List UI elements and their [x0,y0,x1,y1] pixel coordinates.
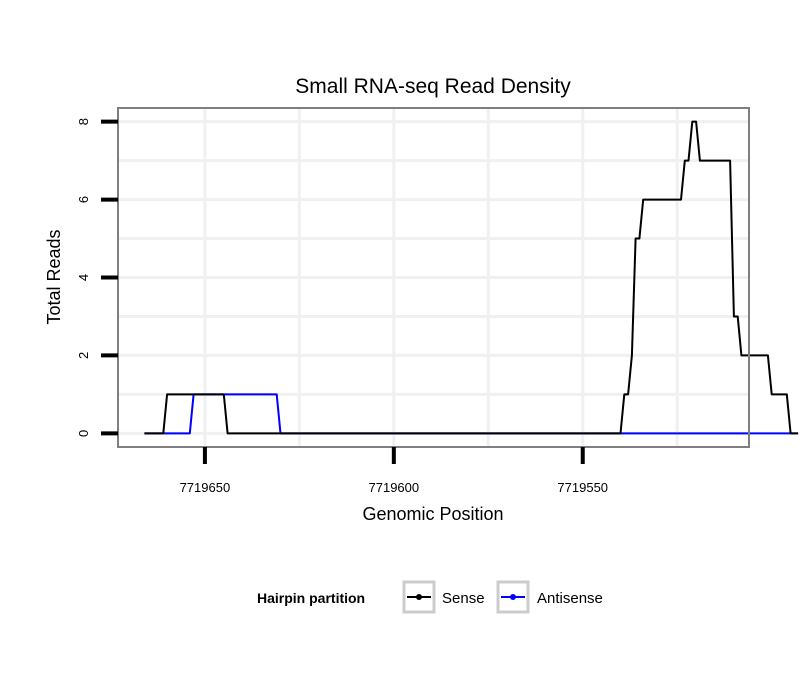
y-tick-label: 2 [76,352,91,359]
x-axis-label: Genomic Position [362,504,503,524]
legend-title: Hairpin partition [257,590,365,606]
x-tick-label: 7719650 [180,480,231,495]
legend-label-antisense: Antisense [537,590,603,607]
legend-label-sense: Sense [442,590,485,607]
y-tick-label: 0 [76,430,91,437]
y-tick-label: 4 [76,274,91,281]
y-axis-label: Total Reads [44,229,64,324]
y-tick-label: 6 [76,196,91,203]
legend-key-sense-dot [416,594,422,600]
legend-key-antisense-dot [510,594,516,600]
x-axis: 7719650 7719600 7719550 [180,447,608,495]
x-tick-label: 7719600 [369,480,420,495]
y-tick-label: 8 [76,118,91,125]
chart-title: Small RNA-seq Read Density [295,75,571,98]
plot-area [117,107,799,448]
legend: Hairpin partition Sense Antisense [257,580,603,614]
x-tick-label: 7719550 [557,480,608,495]
series-line-sense [144,120,799,435]
series-layer [144,120,799,435]
y-axis: 0 2 4 6 8 [76,118,118,437]
